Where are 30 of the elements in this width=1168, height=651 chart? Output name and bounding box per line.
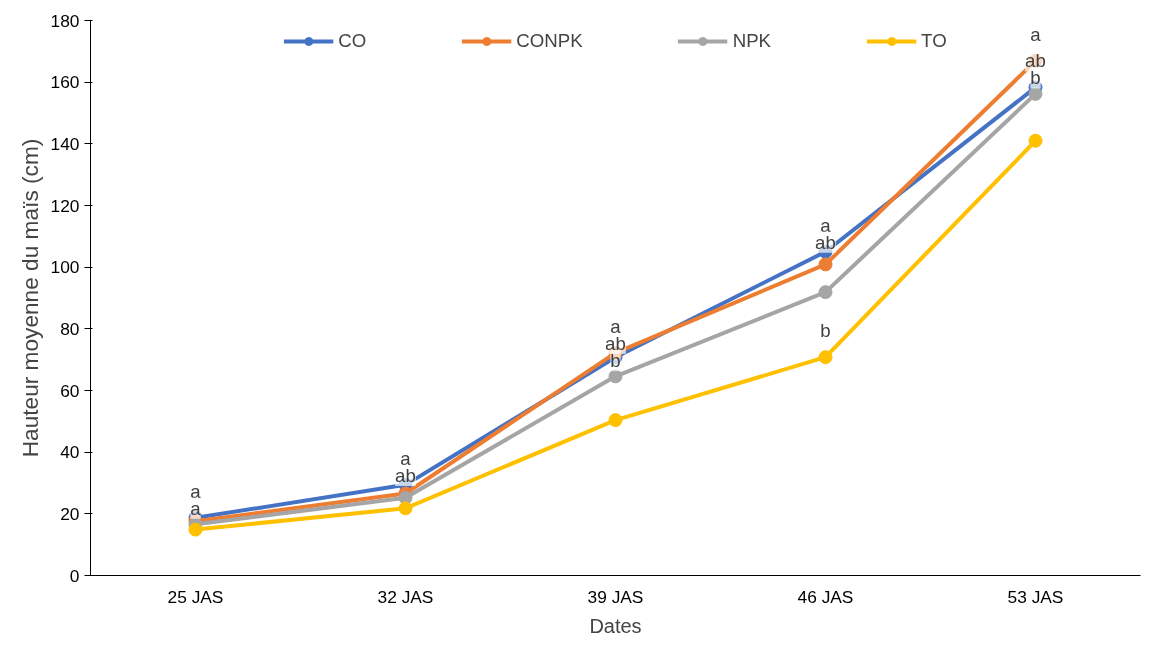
y-tick-label: 140 (50, 133, 80, 154)
y-tick-label: 160 (50, 72, 80, 93)
data-label: ab (605, 332, 626, 354)
legend-label: NPK (732, 30, 772, 52)
data-label: a (1030, 23, 1042, 45)
legend-label: CONPK (516, 30, 583, 52)
x-tick-label: 46 JAS (797, 586, 854, 607)
data-label: b (610, 350, 621, 372)
data-label: a (190, 497, 202, 519)
y-tick-label: 0 (69, 565, 80, 586)
y-tick-label: 180 (50, 10, 80, 31)
x-tick-label: 39 JAS (587, 586, 644, 607)
data-label: ab (395, 464, 416, 486)
legend-label: CO (338, 30, 367, 52)
y-tick-label: 80 (60, 318, 80, 339)
y-tick-label: 100 (50, 257, 80, 278)
legend-label: TO (921, 30, 947, 52)
data-label: ab (815, 231, 836, 253)
y-tick-label: 20 (60, 503, 80, 524)
y-tick-label: 60 (60, 380, 80, 401)
data-label: b (1030, 67, 1041, 89)
data-label: b (820, 320, 831, 342)
x-tick-label: 32 JAS (377, 586, 434, 607)
y-axis-title: Hauteur moyenne du maïs (cm) (16, 138, 43, 458)
y-tick-label: 120 (50, 195, 80, 216)
x-axis-title: Dates (589, 614, 642, 637)
x-tick-label: 53 JAS (1007, 586, 1064, 607)
x-tick-label: 25 JAS (167, 586, 224, 607)
y-tick-label: 40 (60, 442, 80, 463)
data-label: ab (1025, 50, 1046, 72)
